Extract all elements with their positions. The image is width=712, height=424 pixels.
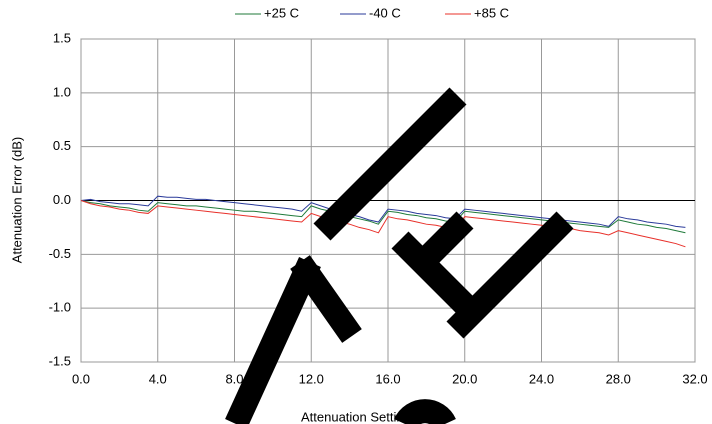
x-tick-label: 0.0 — [72, 371, 90, 386]
x-tick-label: 24.0 — [529, 371, 554, 386]
y-tick-label: 1.0 — [53, 84, 71, 99]
x-tick-label: 12.0 — [299, 371, 324, 386]
y-tick-label: -0.5 — [49, 246, 71, 261]
y-tick-label: -1.0 — [49, 300, 71, 315]
series-line — [80, 200, 686, 234]
x-tick-label: 8.0 — [225, 371, 243, 386]
legend-label: -40 C — [369, 5, 401, 20]
watermark-stroke — [394, 399, 456, 424]
y-tick-label: 1.5 — [53, 30, 71, 45]
x-tick-label: 4.0 — [149, 371, 167, 386]
y-axis-label: Attenuation Error (dB) — [9, 137, 24, 263]
watermark-stroke — [446, 211, 574, 339]
legend-label: +85 C — [474, 5, 509, 20]
x-tick-label: 20.0 — [452, 371, 477, 386]
x-tick-label: 16.0 — [375, 371, 400, 386]
x-tick-label: 28.0 — [606, 371, 631, 386]
legend-label: +25 C — [264, 5, 299, 20]
y-tick-label: 0.0 — [53, 192, 71, 207]
watermark-stroke — [313, 87, 467, 241]
watermark-stroke — [411, 211, 474, 274]
y-tick-label: 0.5 — [53, 138, 71, 153]
series-line — [80, 200, 686, 248]
x-tick-label: 32.0 — [682, 371, 707, 386]
watermark — [225, 87, 574, 424]
watermark-stroke — [225, 257, 321, 424]
series-line — [80, 195, 686, 228]
y-tick-label: -1.5 — [49, 353, 71, 368]
watermark-stroke — [391, 231, 479, 319]
watermark-stroke — [290, 255, 362, 343]
